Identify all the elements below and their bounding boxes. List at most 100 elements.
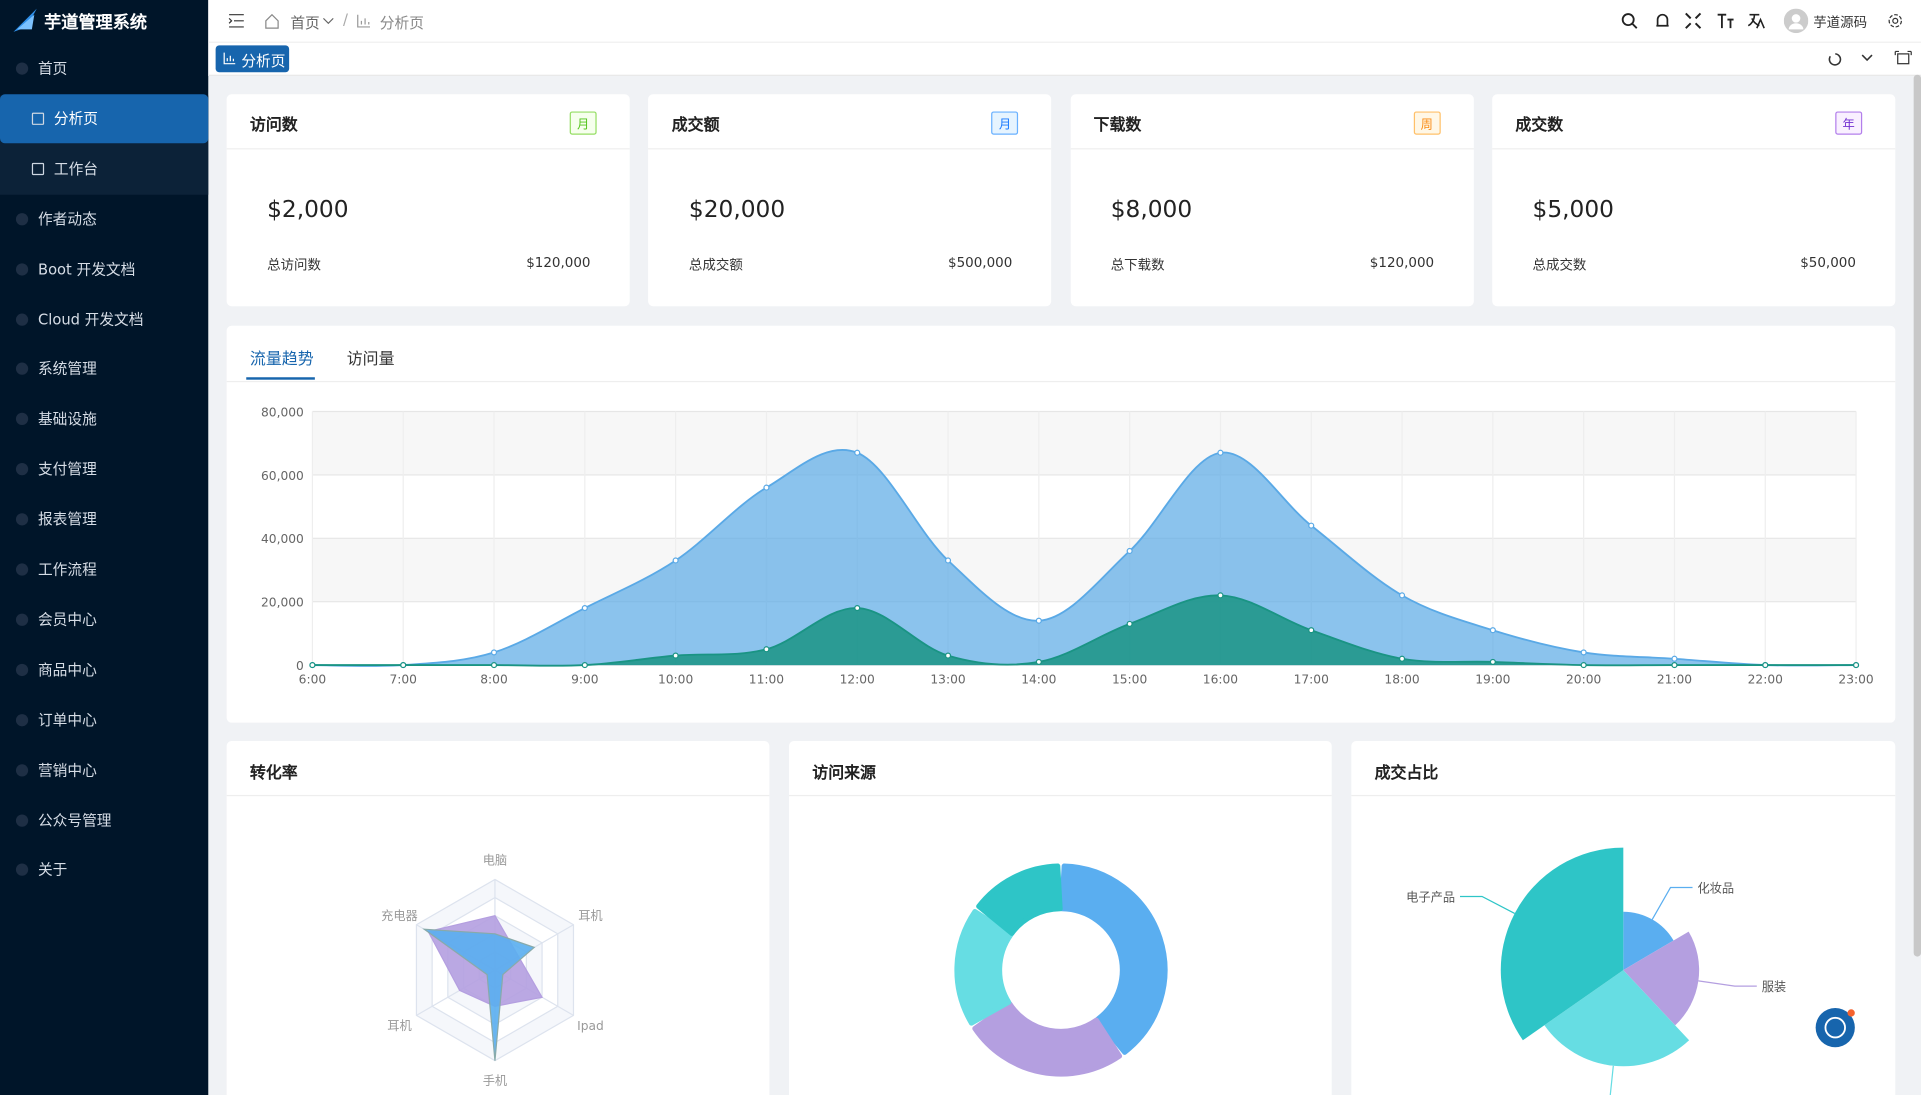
data-point (763, 646, 770, 653)
menu-item[interactable]: 支付管理 (0, 445, 208, 494)
radar-label: 耳机 (578, 909, 602, 923)
menu-icon (15, 763, 29, 777)
menu-label: 关于 (37, 861, 68, 879)
x-tick-label: 16:00 (1203, 672, 1238, 686)
menu-item[interactable]: 系统管理 (0, 345, 208, 394)
header: 首页 / 分析页 芋道源码 (208, 0, 1921, 43)
radar-label: 耳机 (387, 1019, 411, 1033)
menu-label: Cloud 开发文档 (37, 310, 144, 328)
data-point (1126, 620, 1133, 627)
tab[interactable]: 访问量 (346, 350, 395, 369)
breadcrumb-item[interactable]: 首页 (290, 14, 320, 32)
label-line (1698, 980, 1757, 987)
menu-icon (15, 62, 29, 75)
card-title: 成交数 (1515, 116, 1564, 135)
menu-item[interactable]: 工作台 (0, 144, 208, 193)
panel-title: 转化率 (249, 764, 298, 783)
rose-segment (1500, 847, 1624, 1041)
logo (13, 8, 37, 32)
data-point (1217, 592, 1224, 599)
traffic-chart: 0 20,000 40,000 60,000 80,000 6:00 7:00 8:00 9:0… (261, 405, 1874, 686)
menu-item[interactable]: 营销中心 (0, 745, 208, 794)
area-line (312, 594, 1857, 667)
divider (1070, 148, 1474, 150)
sidebar: 芋道管理系统 首页 分析页工作台作者动态 Boot 开发文档 Cloud 开发文档系统… (0, 0, 209, 1095)
avatar[interactable] (1783, 8, 1809, 34)
card-title: 下载数 (1093, 116, 1142, 135)
user-name[interactable]: 芋道源码 (1813, 14, 1868, 31)
x-tick-label: 14:00 (1021, 672, 1056, 686)
settings-icon[interactable] (1887, 12, 1904, 29)
menu-label: 工作台 (53, 160, 99, 178)
data-point (1762, 662, 1769, 669)
x-tick-label: 18:00 (1384, 672, 1419, 686)
donut-segment (954, 908, 1014, 1026)
menu-icon (15, 663, 29, 676)
menu-icon (15, 463, 29, 476)
x-tick-label: 11:00 (749, 672, 784, 686)
data-point (854, 449, 861, 456)
menu-item[interactable]: 基础设施 (0, 395, 208, 444)
scrollbar[interactable] (1913, 74, 1921, 957)
panel-title: 访问来源 (812, 764, 876, 783)
radar-area (422, 928, 536, 1061)
menu-item[interactable]: 会员中心 (0, 595, 208, 644)
menu-icon (15, 863, 29, 877)
rose-label: 电子产品 (1406, 890, 1455, 904)
radar-label: Ipad (577, 1019, 604, 1033)
menu-item[interactable]: Boot 开发文档 (0, 244, 208, 293)
grid-band (312, 538, 1857, 602)
menu-item[interactable]: 报表管理 (0, 495, 208, 544)
menu-label: 公众号管理 (37, 811, 112, 829)
menu-item[interactable]: 作者动态 (0, 194, 208, 243)
brand: 芋道管理系统 (44, 13, 148, 34)
data-point (1580, 662, 1587, 669)
menu-item[interactable]: 订单中心 (0, 695, 208, 744)
data-point (1035, 658, 1042, 665)
tab[interactable]: 分析页 (215, 45, 290, 73)
donut-segment (972, 1001, 1123, 1077)
menu-item[interactable]: Cloud 开发文档 (0, 295, 208, 344)
tab-active[interactable]: 流量趋势 (249, 350, 314, 369)
menu-icon (15, 212, 29, 225)
data-point (1671, 662, 1678, 669)
panel-title: 成交占比 (1374, 764, 1439, 783)
data-point (763, 484, 770, 491)
menu-item[interactable]: 公众号管理 (0, 796, 208, 845)
rose-segment (1623, 911, 1674, 971)
menu-item[interactable]: 分析页 (0, 94, 209, 144)
menu-icon (15, 413, 29, 426)
grid-band (312, 411, 1857, 475)
divider (788, 794, 1332, 797)
menu-item[interactable]: 工作流程 (0, 545, 208, 594)
card-value: $5,000 (1532, 195, 1614, 223)
divider (1351, 794, 1896, 797)
x-tick-label: 23:00 (1838, 672, 1873, 686)
x-tick-label: 21:00 (1657, 672, 1692, 686)
help-button[interactable] (1813, 1004, 1860, 1051)
x-tick-label: 9:00 (571, 672, 598, 686)
card-footer-label: 总成交额 (688, 257, 743, 274)
menu-item[interactable]: 首页 (0, 44, 208, 93)
data-point (581, 604, 588, 612)
menu-item[interactable]: 关于 (0, 846, 208, 895)
menu-icon (15, 513, 29, 526)
collapse-icon[interactable] (228, 12, 245, 29)
tab-bar: 分析页 (208, 42, 1921, 76)
data-point (1853, 662, 1860, 669)
card-tag: 周 (1413, 111, 1441, 135)
card-title: 访问数 (249, 116, 298, 135)
tab-icon (223, 52, 236, 65)
stat-card: 访问数 月 $2,000 总访问数 $120,000 (226, 94, 630, 307)
data-point (1308, 522, 1315, 529)
stat-card: 下载数 周 $8,000 总下载数 $120,000 (1070, 94, 1474, 307)
data-point (1580, 649, 1587, 656)
menu-item[interactable]: 商品中心 (0, 645, 208, 694)
stat-card: 成交数 年 $5,000 总成交数 $50,000 (1492, 94, 1896, 307)
toolbar-icons[interactable] (1620, 11, 1792, 31)
tab-tools[interactable] (1823, 50, 1921, 67)
data-point (400, 662, 407, 669)
card-footer-label: 总成交数 (1532, 257, 1587, 274)
